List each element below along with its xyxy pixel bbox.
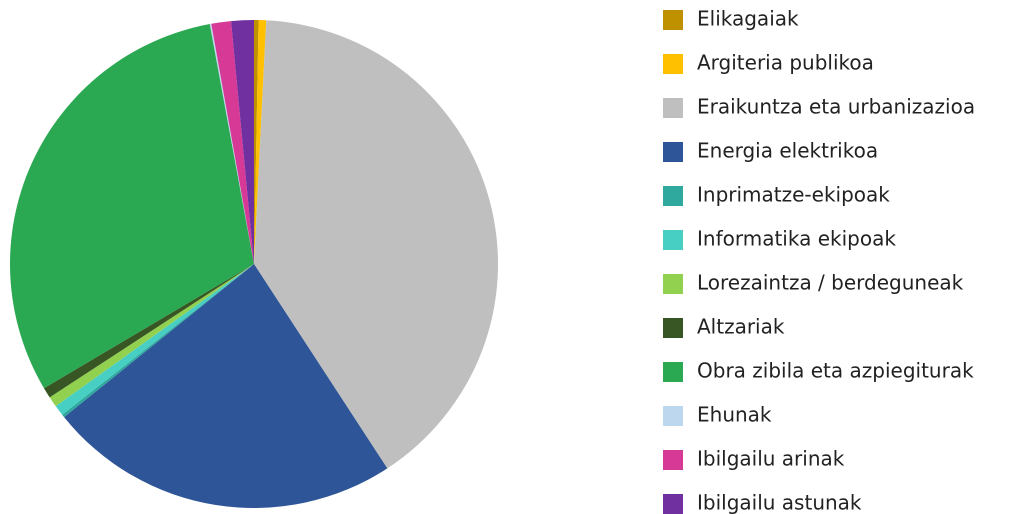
pie-slice xyxy=(209,23,254,265)
legend-swatch xyxy=(663,406,683,426)
legend-label: Ibilgailu astunak xyxy=(697,491,862,514)
legend-swatch xyxy=(663,230,683,250)
legend-label: Eraikuntza eta urbanizazioa xyxy=(697,95,975,119)
legend-swatch xyxy=(663,362,683,382)
legend-swatch xyxy=(663,274,683,294)
pie-slice xyxy=(254,20,498,469)
legend-label: Lorezaintza / berdeguneak xyxy=(697,271,964,295)
legend-label: Ibilgailu arinak xyxy=(697,447,845,471)
pie-slice xyxy=(231,20,254,264)
legend-swatch xyxy=(663,98,683,118)
pie-slice xyxy=(49,264,254,407)
legend-swatch xyxy=(663,494,683,514)
pie-slice xyxy=(211,21,254,264)
pie-slice xyxy=(10,24,255,389)
pie-slice xyxy=(254,20,267,264)
pie-slice xyxy=(55,264,255,415)
legend-swatch xyxy=(663,186,683,206)
pie-slice xyxy=(64,264,388,508)
legend-label: Informatika ekipoak xyxy=(697,227,896,251)
legend-label: Energia elektrikoa xyxy=(697,139,878,163)
pie-slice xyxy=(43,264,255,398)
pie-slice xyxy=(62,264,254,418)
legend-label: Ehunak xyxy=(697,403,772,427)
legend-label: Obra zibila eta azpiegiturak xyxy=(697,359,974,383)
legend-label: Argiteria publikoa xyxy=(697,51,874,75)
legend-swatch xyxy=(663,318,683,338)
pie-slice xyxy=(254,20,259,264)
legend-label: Altzariak xyxy=(697,315,785,339)
legend-swatch xyxy=(663,54,683,74)
legend-swatch xyxy=(663,450,683,470)
legend-swatch xyxy=(663,10,683,30)
legend-label: Inprimatze-ekipoak xyxy=(697,183,890,207)
legend-label: Elikagaiak xyxy=(697,7,799,31)
legend-swatch xyxy=(663,142,683,162)
